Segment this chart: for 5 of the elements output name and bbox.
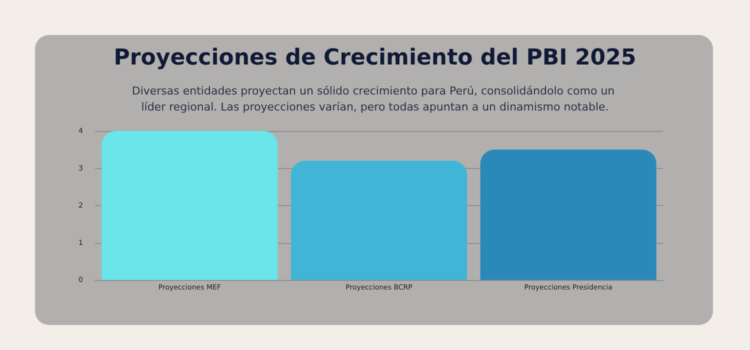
chart-subtitle: Diversas entidades proyectan un sólido crecimiento para Perú, consolidándolo como un líder regional. Las proyecciones varían, pero todas apuntan a un dinamismo notable. (132, 84, 618, 114)
chart-title: Proyecciones de Crecimiento del PBI 2025 (114, 46, 636, 70)
bar (102, 131, 278, 280)
bar (480, 150, 656, 280)
bar (290, 160, 468, 280)
